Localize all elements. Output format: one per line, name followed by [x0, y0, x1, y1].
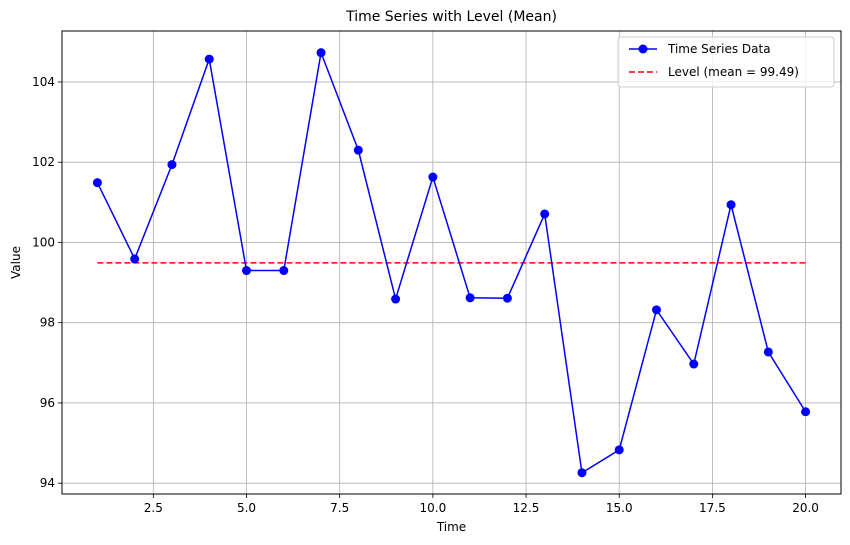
time-series-point	[689, 359, 699, 369]
y-axis-ticks: 94 96 98 100 102 104	[32, 75, 62, 490]
time-series-point	[428, 172, 438, 182]
x-tick-label: 2.5	[144, 501, 163, 515]
time-series-point	[614, 445, 624, 455]
time-series-point	[502, 293, 512, 303]
time-series-point	[167, 160, 177, 170]
y-tick-label: 96	[40, 396, 55, 410]
time-series-point	[652, 305, 661, 315]
time-series-point	[353, 145, 363, 155]
time-series-point	[726, 200, 736, 210]
y-tick-label: 100	[32, 235, 55, 249]
x-tick-label: 12.5	[513, 501, 540, 515]
x-tick-label: 17.5	[699, 501, 726, 515]
x-axis-label: Time	[436, 520, 466, 534]
x-tick-label: 15.0	[606, 501, 633, 515]
legend-marker-series-0	[638, 44, 648, 54]
legend: Time Series Data Level (mean = 99.49)	[617, 36, 835, 88]
y-tick-label: 98	[40, 316, 55, 330]
x-tick-label: 10.0	[420, 501, 447, 515]
time-series-point	[204, 54, 214, 64]
x-tick-label: 7.5	[330, 501, 349, 515]
y-tick-label: 102	[32, 155, 55, 169]
time-series-point	[130, 254, 140, 264]
time-series-point	[577, 468, 587, 478]
time-series-point	[279, 266, 289, 276]
time-series-line	[96, 49, 807, 474]
time-series-point	[540, 209, 550, 219]
y-tick-label: 104	[32, 75, 55, 89]
time-series-point	[92, 178, 102, 188]
time-series-point	[391, 294, 401, 304]
x-axis-ticks: 2.5 5.0 7.5 10.0 12.5 15.0 17.5 20.0	[144, 494, 819, 515]
time-series-point	[242, 266, 251, 276]
y-tick-label: 94	[40, 476, 55, 490]
time-series-point	[316, 48, 326, 58]
plot-frame	[61, 30, 842, 495]
grid	[62, 31, 841, 494]
time-series-point	[763, 347, 773, 357]
x-tick-label: 20.0	[792, 501, 819, 515]
time-series-point	[801, 407, 811, 417]
x-tick-label: 5.0	[237, 501, 256, 515]
chart-title: Time Series with Level (Mean)	[345, 9, 557, 25]
series-layer	[92, 48, 811, 478]
y-axis-label: Value	[9, 246, 23, 279]
legend-label-series-1: Level (mean = 99.49)	[668, 65, 799, 79]
legend-box	[617, 36, 835, 88]
legend-label-series-0: Time Series Data	[667, 42, 771, 56]
time-series-point	[465, 293, 475, 303]
